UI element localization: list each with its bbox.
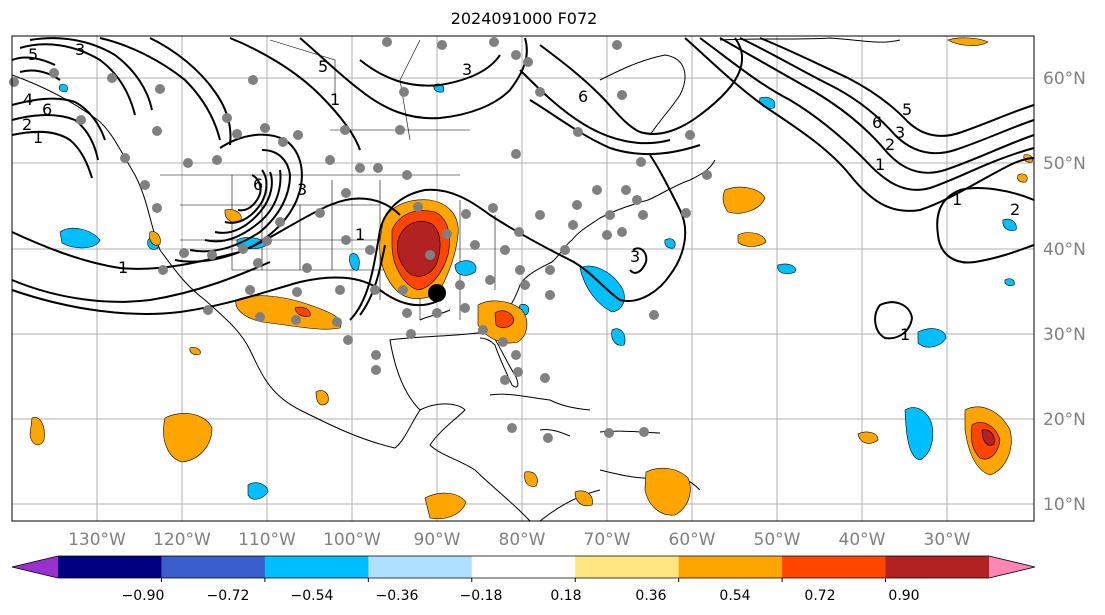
lon-label: 120°W — [153, 530, 211, 550]
lon-label: 130°W — [68, 530, 126, 550]
contour-label: 2 — [22, 115, 32, 134]
contour-label: 5 — [318, 57, 328, 76]
coastlines — [11, 37, 901, 522]
colorbar-segment — [161, 556, 266, 578]
lat-label: 60°N — [1043, 69, 1086, 89]
lon-label: 30°W — [924, 530, 971, 550]
colorbar-segment — [885, 556, 990, 578]
colorbar-extend-max — [989, 556, 1035, 578]
colorbar-tick-label: −0.18 — [460, 588, 503, 604]
contour-label: 1 — [952, 190, 962, 209]
contour-label: 6 — [253, 175, 263, 194]
colorbar-tick-label: 0.72 — [804, 588, 835, 604]
colorbar-tick-label: −0.36 — [376, 588, 419, 604]
contour-label: 1 — [900, 325, 910, 344]
colorbar-segment — [678, 556, 783, 578]
lon-label: 110°W — [238, 530, 296, 550]
contour-label: 5 — [28, 45, 38, 64]
colorbar-segment — [58, 556, 162, 578]
location-marker — [428, 284, 446, 302]
contour-labels: 1 3 5 6 1 2 4 6 3 1 1 3 5 6 1 2 3 5 6 1 … — [22, 40, 1020, 344]
contour-lines — [11, 37, 1035, 340]
positive-anomaly-shading — [29, 37, 1033, 520]
contour-label: 3 — [462, 60, 472, 79]
colorbar-segment — [264, 556, 369, 578]
contour-label: 1 — [118, 258, 128, 277]
lat-label: 20°N — [1043, 410, 1086, 430]
colorbar-tick-label: 0.36 — [635, 588, 666, 604]
longitude-labels: 130°W 120°W 110°W 100°W 90°W 80°W 70°W 6… — [68, 530, 971, 550]
map-frame — [11, 35, 1035, 522]
colorbar-segment — [368, 556, 473, 578]
colorbar-tick-label: −0.54 — [291, 588, 334, 604]
colorbar-tick-label: 0.90 — [888, 588, 919, 604]
contour-label: 2 — [885, 135, 895, 154]
contour-label: 6 — [578, 87, 588, 106]
colorbar-tick-label: 0.18 — [550, 588, 581, 604]
lon-label: 80°W — [499, 530, 546, 550]
station-markers — [9, 37, 712, 443]
lon-label: 40°W — [839, 530, 886, 550]
map-title: 2024091000 F072 — [450, 9, 598, 28]
colorbar-tick-label: 0.54 — [719, 588, 750, 604]
lon-label: 60°W — [669, 530, 716, 550]
colorbar-tick-label: −0.72 — [207, 588, 250, 604]
contour-label: 3 — [895, 123, 905, 142]
lat-label: 40°N — [1043, 240, 1086, 260]
contour-label: 3 — [630, 247, 640, 266]
colorbar-extend-min — [12, 556, 58, 578]
contour-label: 3 — [75, 40, 85, 59]
lat-label: 30°N — [1043, 325, 1086, 345]
colorbar-ticks: −0.90 −0.72 −0.54 −0.36 −0.18 0.18 0.36 … — [122, 588, 920, 604]
lat-label: 50°N — [1043, 154, 1086, 174]
contour-label: 1 — [33, 128, 43, 147]
lon-label: 100°W — [323, 530, 381, 550]
contour-label: 1 — [355, 225, 365, 244]
colorbar-tick-label: −0.90 — [122, 588, 165, 604]
colorbar-segment — [575, 556, 680, 578]
contour-label: 1 — [330, 90, 340, 109]
contour-label: 3 — [297, 180, 307, 199]
contour-label: 2 — [1010, 200, 1020, 219]
contour-label: 6 — [42, 100, 52, 119]
contour-label: 6 — [872, 113, 882, 132]
lon-label: 70°W — [584, 530, 631, 550]
lon-label: 90°W — [414, 530, 461, 550]
map-background — [12, 36, 1034, 521]
colorbar — [11, 555, 1036, 582]
colorbar-segment — [471, 556, 576, 578]
colorbar-outline — [11, 555, 1036, 579]
contour-label: 5 — [902, 100, 912, 119]
contour-label: 1 — [875, 155, 885, 174]
contour-label: 4 — [23, 90, 33, 109]
colorbar-segment — [782, 556, 887, 578]
lat-label: 10°N — [1043, 495, 1086, 515]
lon-label: 50°W — [754, 530, 801, 550]
latitude-labels: 60°N 50°N 40°N 30°N 20°N 10°N — [1043, 69, 1086, 515]
